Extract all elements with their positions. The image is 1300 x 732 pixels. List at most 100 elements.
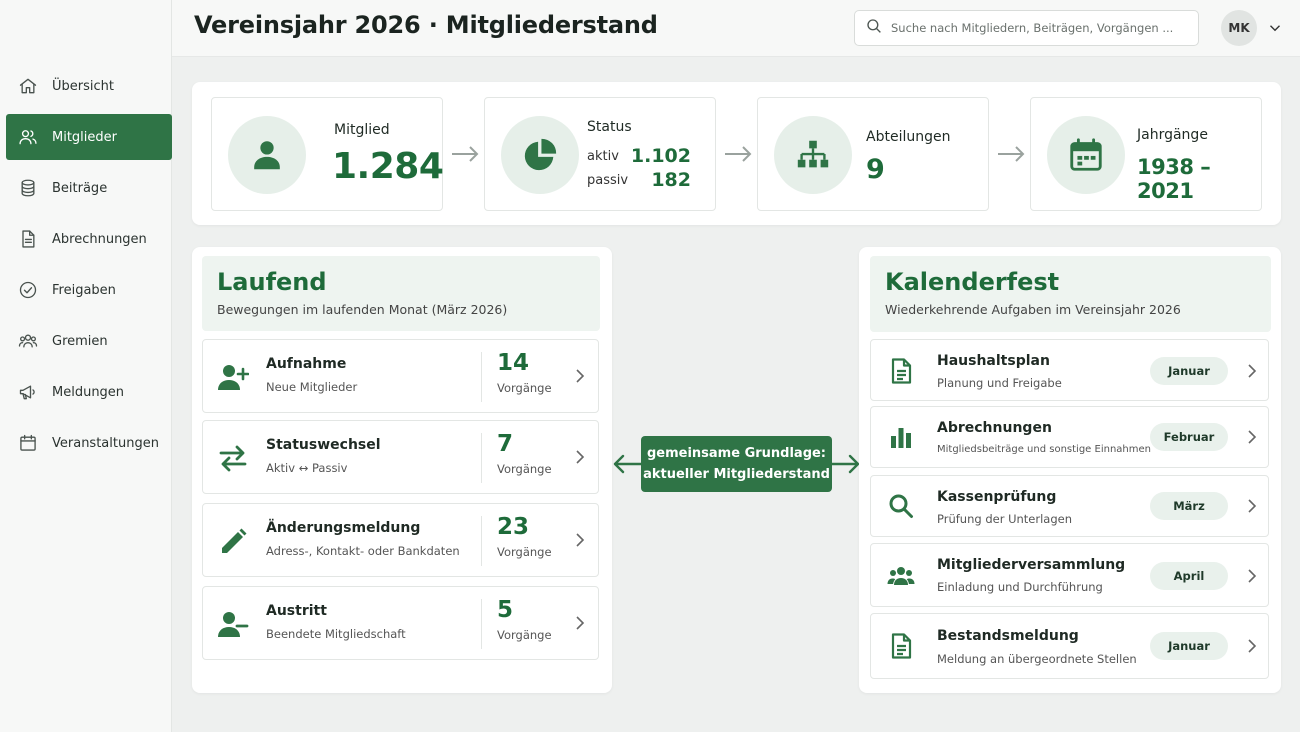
- swap-arrows-icon: [217, 443, 249, 473]
- sidebar-item-beitraege[interactable]: Beiträge: [6, 165, 172, 211]
- sidebar-header-space: [0, 0, 171, 57]
- laufend-row-aenderungsmeldung[interactable]: Änderungsmeldung Adress-, Kontakt- oder …: [202, 503, 599, 577]
- bar-chart-icon: [887, 423, 915, 451]
- pie-chart-icon: [524, 138, 557, 171]
- arrow-right-icon: [724, 142, 752, 166]
- row-subtitle: Meldung an übergeordnete Stellen: [937, 652, 1137, 666]
- panel-subtitle: Wiederkehrende Aufgaben im Vereinsjahr 2…: [885, 302, 1181, 317]
- person-remove-icon: [217, 609, 249, 639]
- row-unit: Vorgänge: [497, 628, 552, 642]
- status-label: passiv: [587, 173, 629, 188]
- sidebar-item-label: Mitglieder: [52, 129, 117, 145]
- kalender-row-abrechnungen[interactable]: Abrechnungen Mitgliedsbeiträge und sonst…: [870, 406, 1269, 468]
- row-subtitle: Adress-, Kontakt- oder Bankdaten: [266, 544, 460, 558]
- row-subtitle: Neue Mitglieder: [266, 380, 358, 394]
- sidebar: Übersicht Mitglieder Beiträge Abrechnung…: [0, 0, 172, 732]
- kpi-card-abteilungen: Abteilungen 9: [757, 97, 989, 211]
- row-count: 5: [497, 597, 514, 623]
- sidebar-item-label: Gremien: [52, 333, 108, 349]
- row-subtitle: Aktiv ↔ Passiv: [266, 461, 348, 475]
- kpi-icon-circle: [774, 116, 852, 194]
- kalender-row-haushaltsplan[interactable]: Haushaltsplan Planung und Freigabe Janua…: [870, 339, 1269, 401]
- chevron-down-icon[interactable]: [1266, 19, 1284, 37]
- chevron-right-icon: [573, 614, 587, 632]
- status-row-passiv: passiv 182: [587, 169, 691, 191]
- row-subtitle: Prüfung der Unterlagen: [937, 512, 1073, 526]
- kalenderfest-panel: Kalenderfest Wiederkehrende Aufgaben im …: [859, 247, 1281, 693]
- document-icon: [887, 632, 915, 660]
- kpi-value: 9: [866, 154, 885, 185]
- row-count: 14: [497, 350, 530, 376]
- search-icon: [887, 492, 915, 520]
- sidebar-item-uebersicht[interactable]: Übersicht: [6, 63, 172, 109]
- laufend-row-statuswechsel[interactable]: Statuswechsel Aktiv ↔ Passiv 7 Vorgänge: [202, 420, 599, 494]
- row-divider: [481, 352, 482, 402]
- sidebar-item-gremien[interactable]: Gremien: [6, 318, 172, 364]
- chevron-right-icon: [573, 531, 587, 549]
- home-icon: [18, 76, 38, 96]
- kpi-card-jahrgaenge: Jahrgänge 1938 – 2021: [1030, 97, 1262, 211]
- row-subtitle: Einladung und Durchführung: [937, 580, 1103, 594]
- laufend-row-austritt[interactable]: Austritt Beendete Mitgliedschaft 5 Vorgä…: [202, 586, 599, 660]
- kpi-icon-circle: [228, 116, 306, 194]
- sidebar-item-abrechnungen[interactable]: Abrechnungen: [6, 216, 172, 262]
- kalender-row-mitgliederversammlung[interactable]: Mitgliederversammlung Einladung und Durc…: [870, 543, 1269, 607]
- sidebar-item-veranstaltungen[interactable]: Veranstaltungen: [6, 420, 172, 466]
- person-add-icon: [217, 362, 250, 392]
- row-title: Änderungsmeldung: [266, 520, 421, 536]
- row-subtitle: Mitgliedsbeiträge und sonstige Einnahmen: [937, 444, 1151, 455]
- sidebar-item-label: Beiträge: [52, 180, 108, 196]
- arrow-right-icon: [451, 142, 479, 166]
- sidebar-item-mitglieder[interactable]: Mitglieder: [6, 114, 172, 160]
- connector-label-box: gemeinsame Grundlage: aktueller Mitglied…: [641, 436, 832, 492]
- row-title: Statuswechsel: [266, 437, 381, 453]
- sidebar-item-label: Meldungen: [52, 384, 125, 400]
- calendar-icon: [18, 433, 38, 453]
- kpi-panel: Mitglied 1.284 Status aktiv 1.102 passiv…: [192, 82, 1281, 225]
- laufend-panel: Laufend Bewegungen im laufenden Monat (M…: [192, 247, 612, 693]
- row-subtitle: Beendete Mitgliedschaft: [266, 627, 406, 641]
- sidebar-item-label: Übersicht: [52, 78, 114, 94]
- chevron-right-icon: [1245, 362, 1259, 380]
- row-title: Haushaltsplan: [937, 353, 1050, 369]
- sidebar-item-freigaben[interactable]: Freigaben: [6, 267, 172, 313]
- row-unit: Vorgänge: [497, 381, 552, 395]
- search-box[interactable]: [854, 10, 1199, 46]
- sidebar-nav: Übersicht Mitglieder Beiträge Abrechnung…: [0, 57, 172, 466]
- kpi-card-mitglied: Mitglied 1.284: [211, 97, 444, 211]
- row-unit: Vorgänge: [497, 462, 552, 476]
- kalenderfest-panel-header: Kalenderfest Wiederkehrende Aufgaben im …: [870, 256, 1271, 332]
- check-circle-icon: [18, 280, 38, 300]
- chevron-right-icon: [573, 367, 587, 385]
- top-header: Vereinsjahr 2026 · Mitgliederstand MK: [172, 0, 1300, 57]
- kalender-row-kassenpruefung[interactable]: Kassenprüfung Prüfung der Unterlagen Mär…: [870, 475, 1269, 537]
- kpi-icon-circle: [1047, 116, 1125, 194]
- document-icon: [887, 357, 915, 385]
- arrow-left-icon: [613, 454, 641, 474]
- group-icon: [18, 331, 38, 351]
- search-input[interactable]: [891, 21, 1191, 35]
- megaphone-icon: [18, 382, 38, 402]
- chevron-right-icon: [1245, 497, 1259, 515]
- sidebar-item-meldungen[interactable]: Meldungen: [6, 369, 172, 415]
- row-divider: [481, 599, 482, 649]
- row-divider: [481, 516, 482, 566]
- laufend-row-aufnahme[interactable]: Aufnahme Neue Mitglieder 14 Vorgänge: [202, 339, 599, 413]
- row-title: Aufnahme: [266, 356, 347, 372]
- row-title: Bestandsmeldung: [937, 628, 1079, 644]
- status-label: aktiv: [587, 149, 619, 164]
- avatar[interactable]: MK: [1221, 10, 1257, 46]
- row-count: 23: [497, 514, 530, 540]
- kalender-row-bestandsmeldung[interactable]: Bestandsmeldung Meldung an übergeordnete…: [870, 613, 1269, 679]
- calendar-icon: [1070, 138, 1102, 171]
- laufend-panel-header: Laufend Bewegungen im laufenden Monat (M…: [202, 256, 600, 331]
- month-badge: März: [1150, 492, 1228, 520]
- search-icon: [865, 17, 883, 39]
- org-chart-icon: [797, 140, 829, 168]
- row-divider: [481, 433, 482, 483]
- sidebar-item-label: Veranstaltungen: [52, 435, 159, 451]
- kpi-label: Status: [587, 119, 632, 135]
- month-badge: Januar: [1150, 632, 1228, 660]
- month-badge: Januar: [1150, 357, 1228, 385]
- chevron-right-icon: [1245, 567, 1259, 585]
